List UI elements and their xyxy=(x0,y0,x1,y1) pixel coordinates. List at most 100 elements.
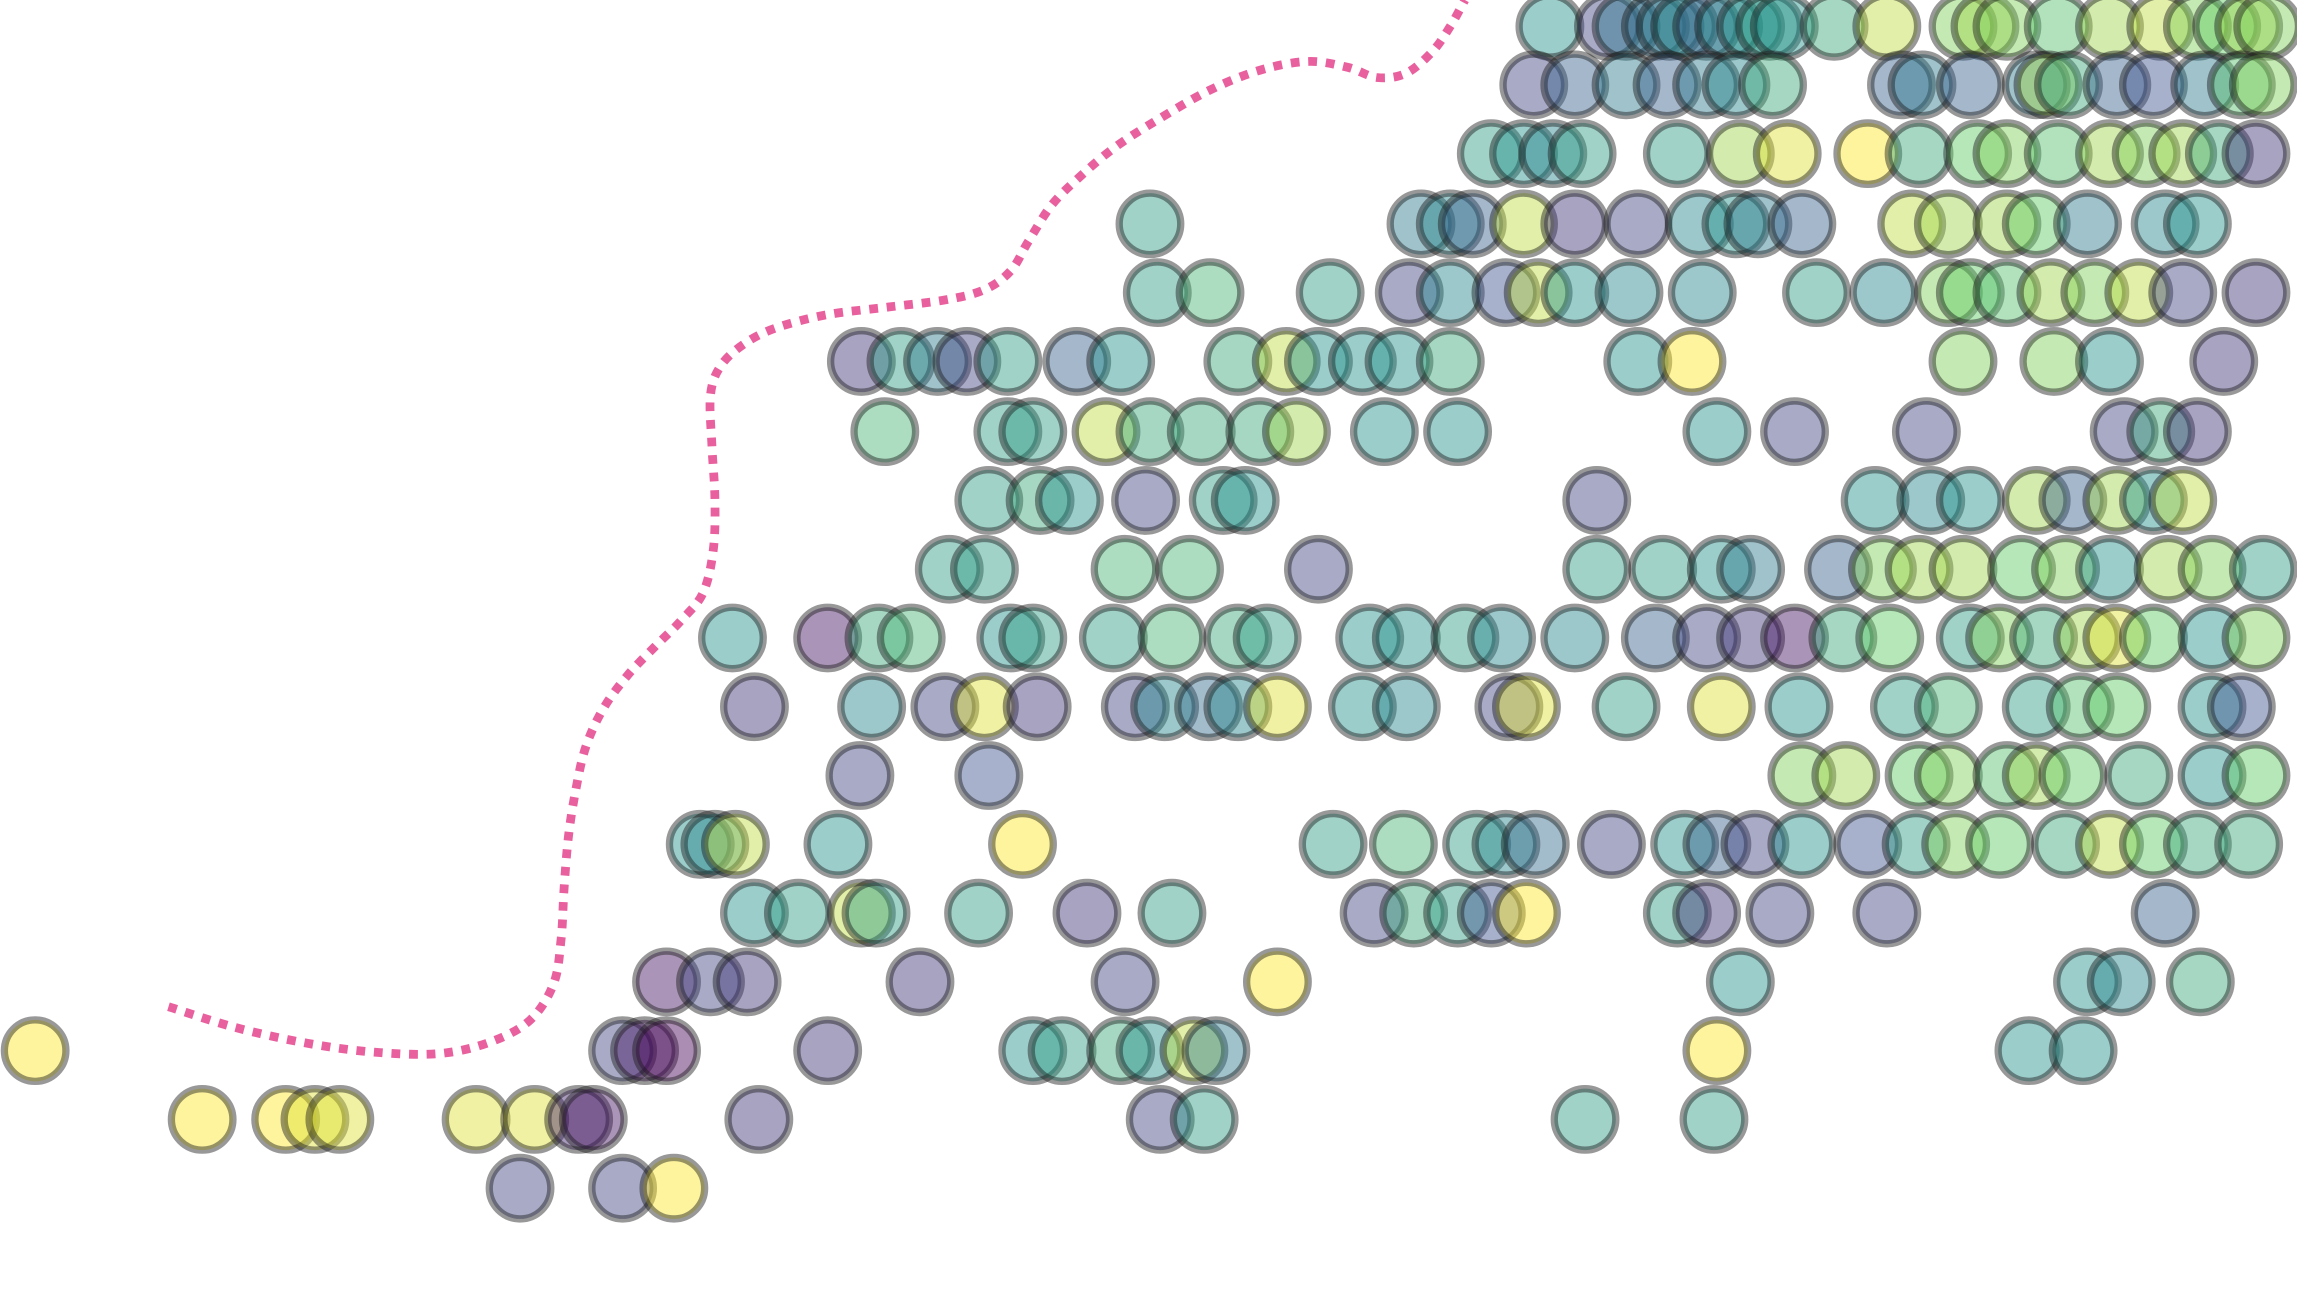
scatter-point xyxy=(866,327,936,396)
scatter-point xyxy=(1913,672,1983,742)
scatter-point xyxy=(844,603,914,673)
scatter-point xyxy=(558,1085,628,1154)
scatter-point xyxy=(793,1016,863,1086)
scatter-point xyxy=(1284,534,1353,604)
scatter-point xyxy=(1884,741,1954,810)
scatter-point xyxy=(1833,809,1903,879)
scatter-point xyxy=(1456,119,1526,189)
scatter-point xyxy=(1540,258,1610,328)
scatter-point xyxy=(837,672,907,742)
scatter-point xyxy=(1474,672,1544,742)
scatter-point xyxy=(251,1085,321,1154)
scatter-point xyxy=(903,327,972,396)
scatter-point xyxy=(1804,534,1873,604)
scatter-point xyxy=(793,603,863,673)
scatter-point xyxy=(1492,672,1561,742)
scatter-point xyxy=(2206,50,2276,120)
scatter-point xyxy=(588,1153,658,1223)
scatter-point xyxy=(2001,466,2071,535)
scatter-point xyxy=(1716,0,1785,61)
scatter-point xyxy=(720,878,789,948)
scatter-point xyxy=(1335,603,1405,673)
scatter-point xyxy=(1720,809,1790,879)
scatter-point xyxy=(976,603,1046,673)
scatter-point xyxy=(2177,741,2247,810)
scatter-point xyxy=(1071,397,1141,467)
scatter-point xyxy=(950,672,1019,742)
scatter-point xyxy=(1137,603,1207,673)
scatter-point xyxy=(1430,603,1500,673)
scatter-point xyxy=(1965,603,2035,673)
scatter-point xyxy=(2075,0,2144,61)
scatter-point xyxy=(1005,466,1075,535)
scatter-point xyxy=(1591,0,1661,61)
scatter-point xyxy=(1620,603,1690,673)
scatter-point xyxy=(826,327,896,396)
scatter-point xyxy=(2221,258,2291,328)
scatter-point xyxy=(1203,603,1273,673)
scatter-point xyxy=(1881,809,1951,879)
scatter-point xyxy=(1760,603,1829,673)
scatter-point xyxy=(1701,189,1771,259)
scatter-point xyxy=(1764,672,1834,742)
scatter-point xyxy=(1379,878,1449,948)
scatter-point xyxy=(1935,50,2005,120)
scatter-point xyxy=(1386,189,1456,259)
scatter-point xyxy=(998,1016,1068,1086)
scatter-point xyxy=(724,1085,794,1154)
scatter-point xyxy=(2165,947,2235,1017)
scatter-point xyxy=(1935,466,2005,535)
scatter-point xyxy=(2089,397,2159,467)
scatter-point xyxy=(2119,603,2188,673)
scatter-point xyxy=(1540,189,1610,259)
scatter-point xyxy=(2082,672,2152,742)
scatter-point xyxy=(1642,878,1712,948)
scatter-point xyxy=(1203,327,1273,396)
scatter-point xyxy=(954,466,1024,535)
scatter-point xyxy=(1811,741,1881,810)
scatter-point xyxy=(1782,258,1851,328)
scatter-point xyxy=(1090,947,1160,1017)
scatter-point xyxy=(1591,672,1661,742)
scatter-point xyxy=(676,947,745,1017)
scatter-point xyxy=(826,878,896,948)
scatter-point xyxy=(1913,189,1983,259)
scatter-point xyxy=(1682,809,1752,879)
scatter-point xyxy=(1442,809,1512,879)
scatter-point xyxy=(1594,258,1664,328)
scatter-point xyxy=(2038,741,2108,810)
scatter-point xyxy=(932,327,1002,396)
scatter-point xyxy=(712,947,782,1017)
scatter-point xyxy=(1489,189,1558,259)
scatter-point xyxy=(1540,50,1610,120)
scatter-point xyxy=(763,878,833,948)
scatter-point xyxy=(988,809,1057,879)
scatter-point xyxy=(1745,878,1815,948)
scatter-point xyxy=(2023,119,2093,189)
scatter-point xyxy=(1603,327,1673,396)
scatter-point xyxy=(1686,534,1756,604)
scatter-point xyxy=(1374,258,1444,328)
scatter-point xyxy=(1852,0,1922,61)
scatter-point xyxy=(588,1016,658,1086)
scatter-point xyxy=(2221,741,2291,810)
scatter-point xyxy=(2086,947,2156,1017)
scatter-point xyxy=(1262,397,1331,467)
scatter-point xyxy=(2148,258,2218,328)
scatter-point xyxy=(700,809,770,879)
scatter-point xyxy=(1848,534,1917,604)
scatter-point xyxy=(1650,0,1720,61)
scatter-point xyxy=(1943,119,2013,189)
scatter-point xyxy=(1628,534,1698,604)
scatter-point xyxy=(1540,603,1610,673)
scatter-point xyxy=(1972,189,2042,259)
scatter-point xyxy=(1972,741,2042,810)
scatter-point xyxy=(2126,0,2196,61)
scatter-point xyxy=(1849,258,1919,328)
scatter-point xyxy=(1672,50,1742,120)
scatter-point xyxy=(998,397,1068,467)
scatter-point xyxy=(1130,672,1200,742)
scatter-point xyxy=(954,741,1024,810)
scatter-point xyxy=(1632,50,1702,120)
scatter-point xyxy=(2082,50,2152,120)
